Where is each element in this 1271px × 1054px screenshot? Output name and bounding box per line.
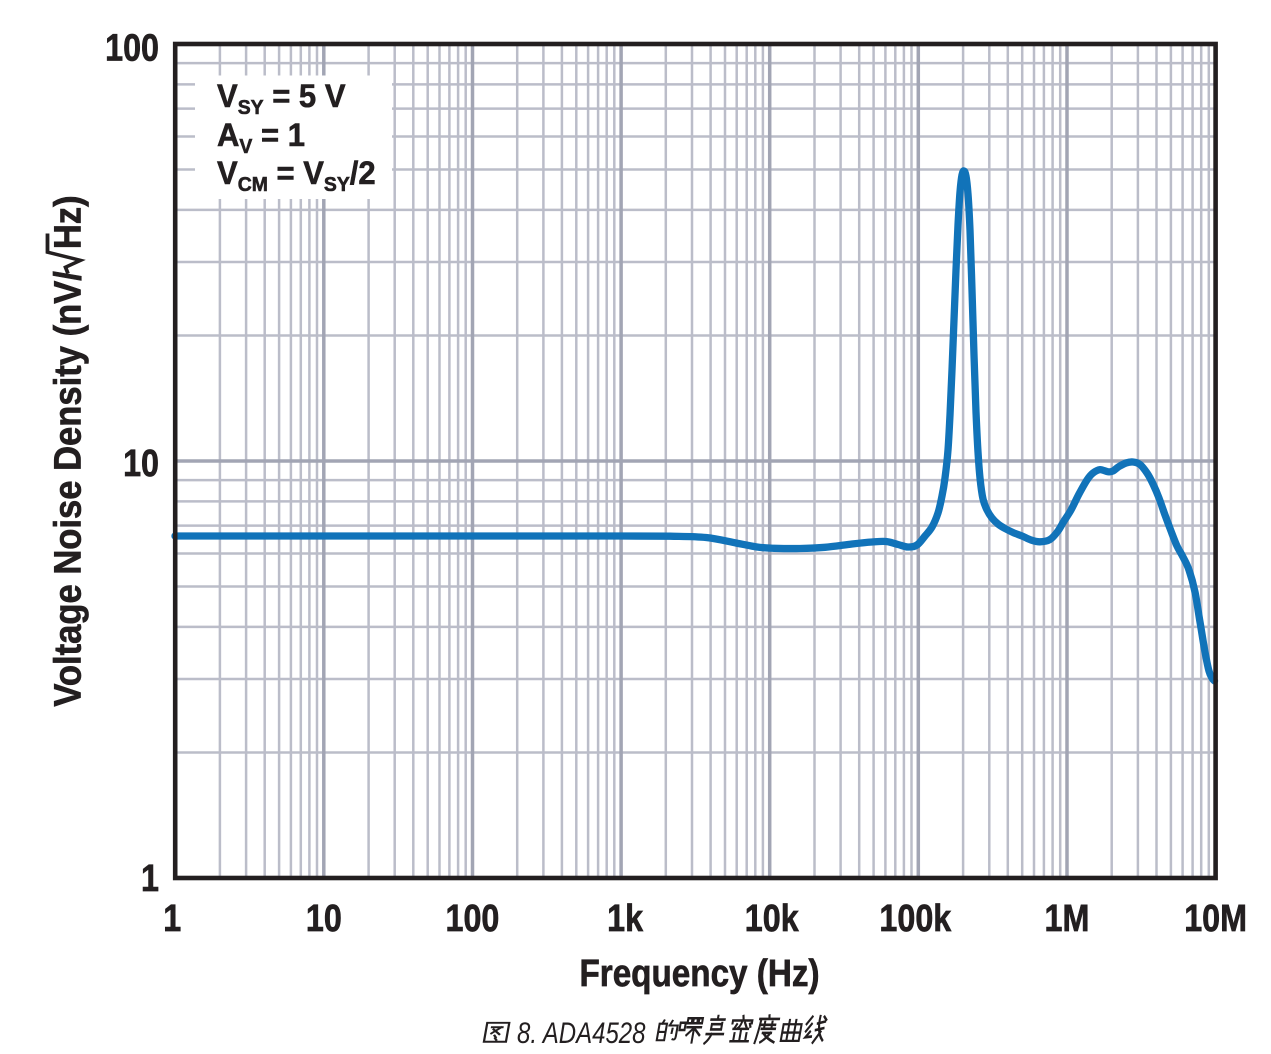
svg-text:1: 1 — [163, 898, 181, 940]
svg-text:VSY = 5 V: VSY = 5 V — [217, 78, 346, 120]
svg-text:Frequency (Hz): Frequency (Hz) — [579, 952, 819, 995]
svg-text:AV = 1: AV = 1 — [217, 117, 305, 159]
svg-text:100: 100 — [446, 898, 500, 940]
svg-text:Voltage Noise Density (nV/Hz): Voltage Noise Density (nV/Hz) — [46, 195, 89, 706]
svg-text:100k: 100k — [879, 898, 951, 940]
svg-text:10: 10 — [123, 443, 159, 485]
svg-text:1k: 1k — [607, 898, 643, 940]
svg-text:10k: 10k — [745, 898, 799, 940]
svg-text:1M: 1M — [1045, 898, 1090, 940]
svg-text:100: 100 — [105, 27, 159, 69]
svg-text:10M: 10M — [1184, 898, 1247, 940]
svg-text:8. ADA4528: 8. ADA4528 — [517, 1015, 645, 1049]
svg-text:10: 10 — [306, 898, 342, 940]
svg-text:1: 1 — [141, 858, 159, 900]
